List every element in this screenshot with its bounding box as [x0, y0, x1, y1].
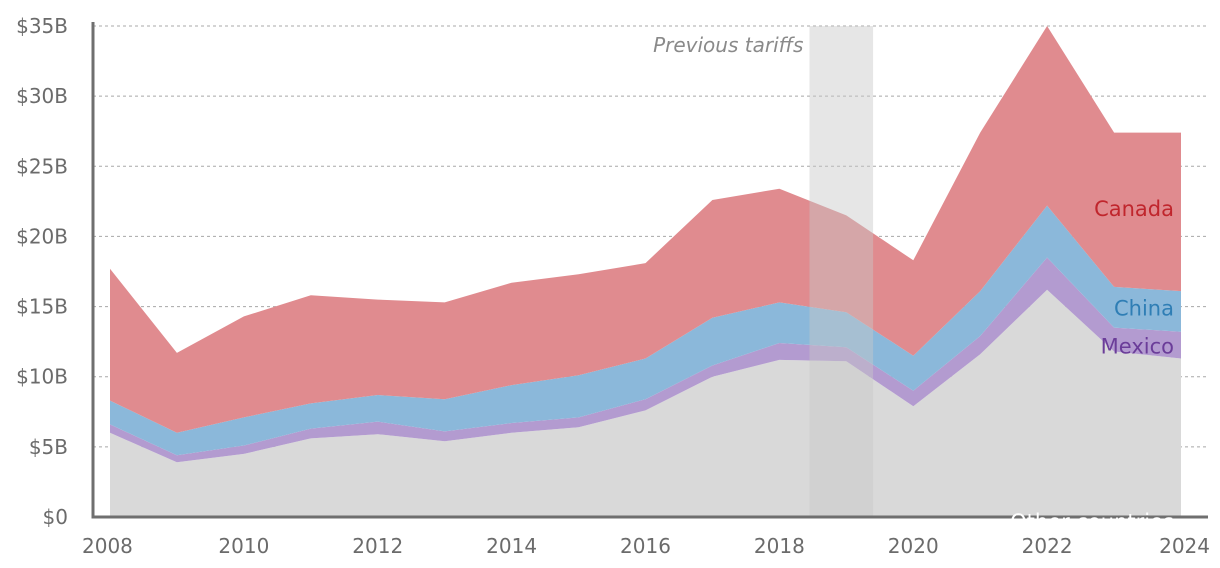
- series-label-mexico: Mexico: [1101, 335, 1174, 359]
- series-label-canada: Canada: [1094, 197, 1174, 221]
- area-china: [110, 205, 1181, 456]
- x-tick-label: 2016: [620, 534, 671, 558]
- area-series: [110, 26, 1181, 517]
- series-label-other-countries: Other countries: [1010, 510, 1174, 534]
- x-tick-label: 2014: [486, 534, 537, 558]
- x-tick-label: 2022: [1022, 534, 1073, 558]
- annotation-band-group: Previous tariffs: [653, 26, 874, 517]
- area-mexico: [110, 257, 1181, 463]
- axes: [91, 22, 1208, 519]
- x-tick-label: 2010: [218, 534, 269, 558]
- y-tick-label: $10B: [16, 365, 68, 389]
- y-tick-label: $30B: [16, 84, 68, 108]
- area-canada: [110, 26, 1181, 433]
- annotation-band: [809, 26, 874, 517]
- x-tick-label: 2008: [82, 534, 133, 558]
- y-tick-label: $35B: [16, 14, 68, 38]
- y-tick-label: $20B: [16, 224, 68, 248]
- annotation-band-label: Previous tariffs: [653, 33, 803, 57]
- x-tick-label: 2020: [888, 534, 939, 558]
- y-tick-label: $15B: [16, 295, 68, 319]
- x-tick-label: 2018: [754, 534, 805, 558]
- series-labels: Other countries Mexico China Canada: [1010, 197, 1174, 534]
- x-tick-label: 2012: [352, 534, 403, 558]
- series-label-china: China: [1114, 297, 1174, 321]
- x-tick-label: 2024: [1159, 534, 1210, 558]
- y-tick-label: $0: [43, 505, 68, 529]
- tick-labels: $0 $5B $10B $15B $20B $25B $30B $35B 2008 2010 201…: [16, 14, 1210, 558]
- y-tick-label: $5B: [29, 435, 68, 459]
- area-other-countries: [110, 289, 1181, 517]
- y-tick-label: $25B: [16, 154, 68, 178]
